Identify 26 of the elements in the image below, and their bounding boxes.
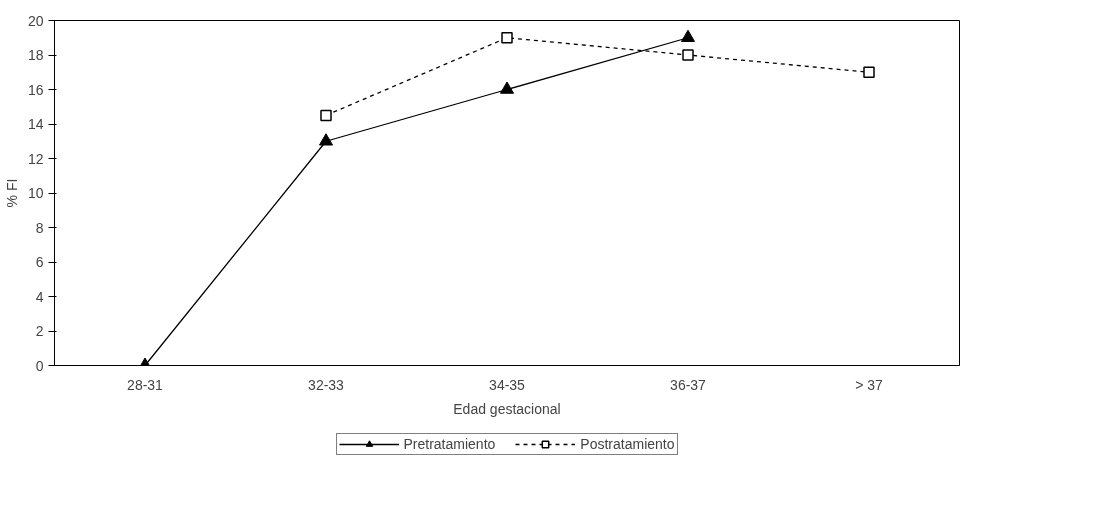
y-tick-label: 8 xyxy=(35,219,44,236)
legend-label: Postratamiento xyxy=(580,436,675,452)
x-tick-label: 28-31 xyxy=(127,376,164,393)
point xyxy=(501,32,513,44)
y-tick-label: 6 xyxy=(35,254,44,270)
x-tick-label: 34-35 xyxy=(489,376,526,393)
point xyxy=(682,49,694,61)
y-tick-label: 10 xyxy=(27,185,44,201)
point xyxy=(863,66,875,78)
y-tick-label: 18 xyxy=(27,47,44,63)
y-tick-label: 20 xyxy=(27,12,44,29)
y-tick-label: 12 xyxy=(27,150,44,167)
y-tick-label: 0 xyxy=(35,357,44,374)
point xyxy=(320,109,332,122)
point xyxy=(319,133,333,146)
y-tick-label: 14 xyxy=(27,116,44,132)
x-tick-label: 32-33 xyxy=(308,376,345,393)
y-axis-title: % FI xyxy=(3,178,20,208)
x-tick-label: > 37 xyxy=(855,376,884,393)
legend-label: Pretratamiento xyxy=(403,436,496,452)
y-tick-label: 4 xyxy=(35,288,44,305)
x-tick-label: 36-37 xyxy=(670,376,707,393)
y-tick-label: 2 xyxy=(35,323,44,339)
y-tick-label: 16 xyxy=(27,81,44,98)
point xyxy=(500,81,514,94)
x-axis-title: Edad gestacional xyxy=(453,400,561,417)
